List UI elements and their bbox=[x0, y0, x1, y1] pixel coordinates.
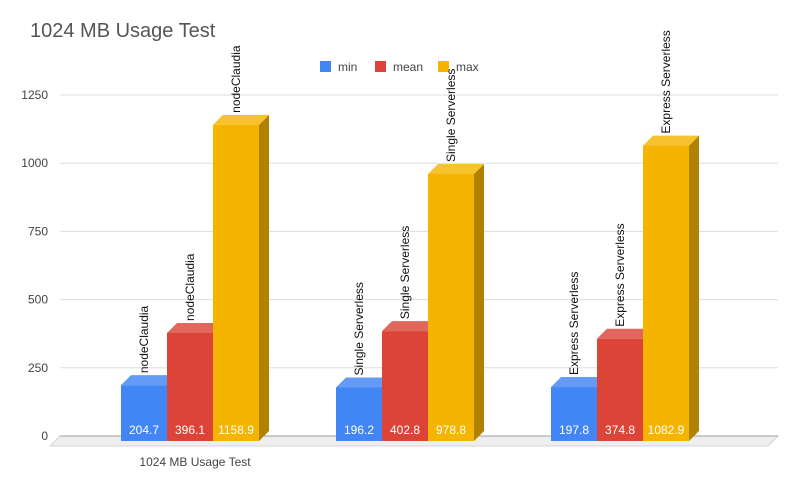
bar-top bbox=[597, 328, 653, 339]
bar-category-label: Express Serverless bbox=[567, 272, 581, 375]
value-label: 196.2 bbox=[344, 423, 374, 437]
bar-mean bbox=[382, 331, 428, 441]
bar-top bbox=[121, 375, 177, 386]
value-label: 1158.9 bbox=[218, 423, 254, 437]
bar-top bbox=[551, 377, 607, 388]
bar-side bbox=[474, 163, 484, 442]
bar-side bbox=[259, 114, 269, 441]
bar-category-label: nodeClaudia bbox=[229, 45, 243, 113]
y-tick-label: 250 bbox=[28, 361, 48, 375]
bar-category-label: Single Serverless bbox=[444, 69, 458, 162]
y-tick-label: 750 bbox=[28, 224, 48, 238]
bar-top bbox=[167, 322, 223, 333]
legend-label: min bbox=[338, 60, 357, 74]
bar-top bbox=[382, 321, 438, 332]
bar-labels: 204.7 nodeClaudia 396.1 nodeClaudia 1158.9 no… bbox=[129, 30, 685, 437]
bars bbox=[121, 114, 699, 442]
bar-mean bbox=[597, 338, 643, 441]
bar-category-label: nodeClaudia bbox=[137, 305, 151, 373]
bar-category-label: Single Serverless bbox=[352, 282, 366, 375]
bar-max bbox=[428, 173, 474, 442]
legend: min mean max bbox=[320, 60, 479, 74]
legend-label: mean bbox=[393, 60, 423, 74]
legend-label: max bbox=[456, 60, 479, 74]
legend-swatch bbox=[438, 61, 449, 72]
bar-category-label: Express Serverless bbox=[613, 223, 627, 326]
y-tick-label: 1000 bbox=[21, 156, 48, 170]
value-label: 204.7 bbox=[129, 423, 159, 437]
legend-swatch bbox=[320, 61, 331, 72]
legend-swatch bbox=[375, 61, 386, 72]
bar-min bbox=[121, 385, 167, 441]
value-label: 396.1 bbox=[175, 423, 205, 437]
value-label: 978.8 bbox=[436, 423, 466, 437]
bar-top bbox=[428, 163, 484, 174]
y-tick-label: 0 bbox=[41, 429, 48, 443]
bar-side bbox=[689, 135, 699, 441]
bar-max bbox=[643, 145, 689, 441]
bar-mean bbox=[167, 332, 213, 441]
bar-top bbox=[213, 114, 269, 125]
bar-top bbox=[643, 135, 699, 146]
bar-top bbox=[336, 377, 392, 388]
value-label: 374.8 bbox=[605, 423, 635, 437]
bar-min bbox=[551, 387, 597, 441]
y-tick-label: 1250 bbox=[21, 88, 48, 102]
bar-category-label: Express Serverless bbox=[659, 30, 673, 133]
value-label: 1082.9 bbox=[648, 423, 685, 437]
chart-title: 1024 MB Usage Test bbox=[30, 20, 216, 42]
y-tick-label: 500 bbox=[28, 293, 48, 307]
bar-max bbox=[213, 124, 259, 441]
bar-category-label: Single Serverless bbox=[398, 226, 412, 319]
x-axis-title: 1024 MB Usage Test bbox=[139, 455, 251, 469]
bar-min bbox=[336, 387, 382, 441]
value-label: 402.8 bbox=[390, 423, 420, 437]
bar-category-label: nodeClaudia bbox=[183, 253, 197, 321]
y-axis-ticks: 0 250 500 750 1000 1250 bbox=[21, 88, 48, 443]
value-label: 197.8 bbox=[559, 423, 589, 437]
